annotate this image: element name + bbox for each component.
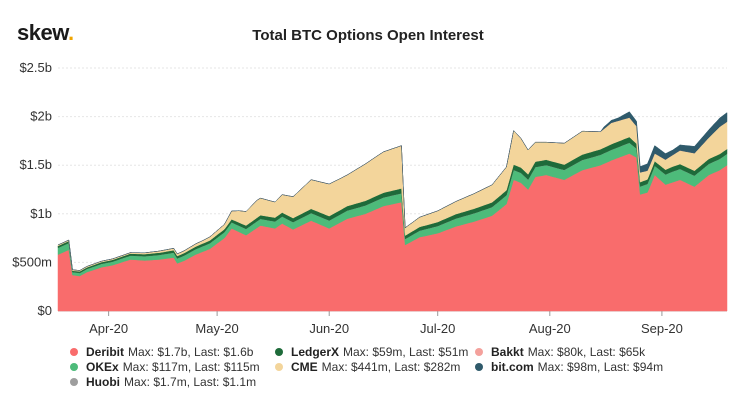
x-tick-label: Sep-20	[641, 321, 683, 336]
legend-name: Deribit	[86, 345, 125, 359]
logo-dot: .	[68, 20, 74, 45]
logo-text: skew	[17, 20, 69, 45]
skew-logo: skew.	[17, 22, 74, 44]
x-tick-label: Jul-20	[420, 321, 455, 336]
legend-item-cme[interactable]: CME Max: $441m, Last: $282m	[275, 360, 460, 374]
legend-detail: Max: $1.7m, Last: $1.1m	[124, 375, 257, 389]
legend-name: bit.com	[491, 360, 534, 374]
legend-name: OKEx	[86, 360, 119, 374]
legend-swatch	[475, 348, 483, 356]
legend-detail: Max: $441m, Last: $282m	[321, 360, 461, 374]
legend-item-bit-com[interactable]: bit.com Max: $98m, Last: $94m	[475, 360, 663, 374]
y-tick-label: $2.5b	[19, 60, 52, 75]
legend-detail: Max: $117m, Last: $115m	[122, 360, 260, 374]
legend-name: LedgerX	[291, 345, 340, 359]
y-tick-label: $0	[38, 303, 52, 318]
legend-item-ledgerx[interactable]: LedgerX Max: $59m, Last: $51m	[275, 345, 468, 359]
legend-detail: Max: $80k, Last: $65k	[527, 345, 646, 359]
legend-detail: Max: $98m, Last: $94m	[537, 360, 664, 374]
chart-title: Total BTC Options Open Interest	[252, 27, 484, 44]
legend-swatch	[70, 348, 78, 356]
legend-swatch	[70, 363, 78, 371]
legend-name: Huobi	[86, 375, 120, 389]
legend-swatch	[475, 363, 483, 371]
x-tick-label: Apr-20	[89, 321, 128, 336]
legend-detail: Max: $59m, Last: $51m	[343, 345, 469, 359]
legend-swatch	[275, 348, 283, 356]
y-tick-label: $2b	[30, 109, 52, 124]
legend-item-deribit[interactable]: Deribit Max: $1.7b, Last: $1.6b	[70, 345, 253, 359]
legend-swatch	[70, 378, 78, 386]
legend-name: Bakkt	[491, 345, 524, 359]
x-tick-label: May-20	[195, 321, 238, 336]
legend-item-bakkt[interactable]: Bakkt Max: $80k, Last: $65k	[475, 345, 645, 359]
y-tick-label: $500m	[12, 254, 52, 269]
legend-item-huobi[interactable]: Huobi Max: $1.7m, Last: $1.1m	[70, 375, 256, 389]
legend-detail: Max: $1.7b, Last: $1.6b	[128, 345, 254, 359]
x-tick-label: Aug-20	[529, 321, 571, 336]
legend-name: CME	[291, 360, 318, 374]
y-tick-label: $1b	[30, 206, 52, 221]
legend-item-okex[interactable]: OKEx Max: $117m, Last: $115m	[70, 360, 260, 374]
x-tick-label: Jun-20	[309, 321, 349, 336]
y-tick-label: $1.5b	[19, 157, 52, 172]
legend-swatch	[275, 363, 283, 371]
area-bit-com[interactable]	[57, 111, 728, 271]
